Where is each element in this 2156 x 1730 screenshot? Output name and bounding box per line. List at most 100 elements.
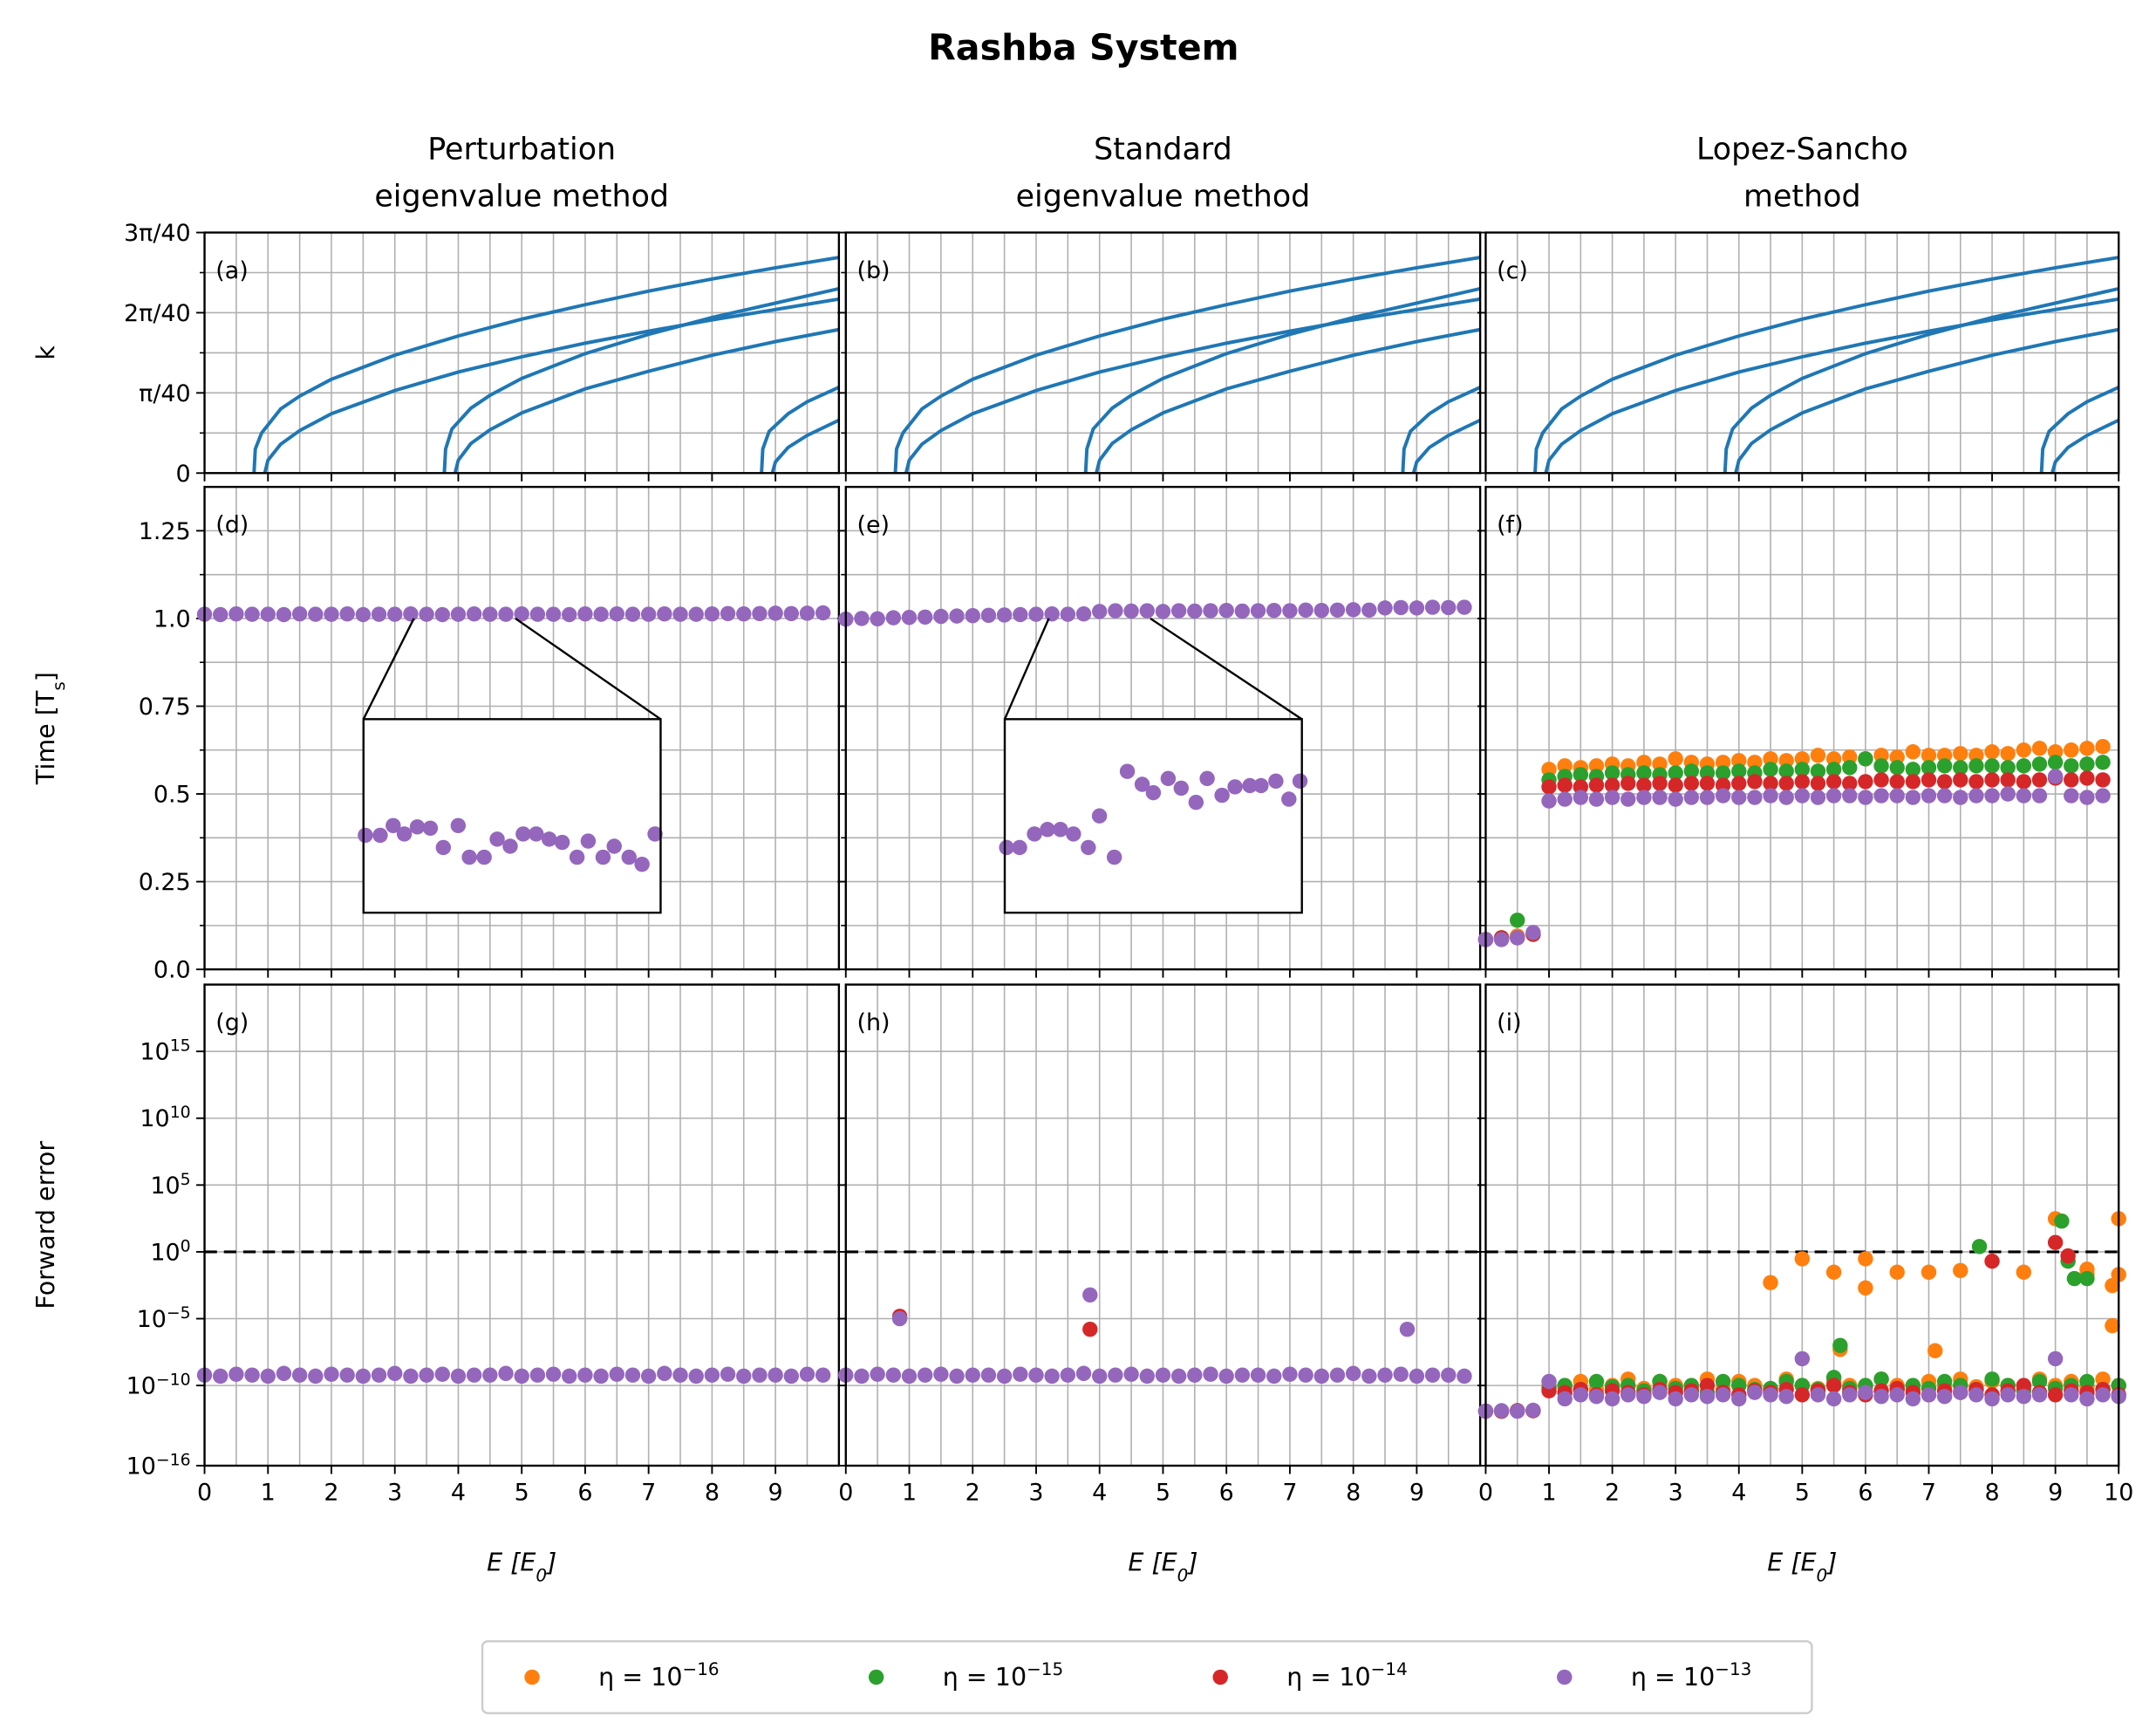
point (1731, 1391, 1747, 1407)
point (1936, 788, 1953, 803)
band-line (252, 256, 840, 474)
inset-point (647, 826, 663, 842)
point (1652, 790, 1668, 805)
point (529, 606, 546, 622)
point (1984, 772, 2000, 788)
y-tick-label: 100 (150, 1237, 190, 1267)
point (1082, 1287, 1098, 1303)
point (1636, 777, 1652, 793)
point (244, 1367, 260, 1383)
column-title: Lopez-Sancho (1696, 133, 1908, 168)
subplot: (f) (1477, 485, 2120, 978)
point (1794, 1251, 1811, 1267)
point (1825, 788, 1842, 803)
point (2079, 741, 2095, 756)
point (339, 1367, 355, 1383)
inset-point (580, 833, 597, 849)
point (799, 605, 815, 621)
point (2016, 788, 2032, 803)
point (1936, 774, 1953, 790)
point (1588, 1389, 1605, 1405)
point (1858, 1385, 1873, 1400)
inset-point (409, 819, 426, 835)
point (2054, 1213, 2070, 1229)
x-tick-label: 4 (1092, 1480, 1107, 1507)
inset-point (372, 827, 388, 844)
point (657, 1365, 672, 1381)
panel-label: (b) (856, 257, 890, 284)
point (1282, 1366, 1298, 1382)
inset-point (1253, 777, 1269, 794)
band-line (1411, 418, 1481, 474)
point (324, 1366, 339, 1382)
point (529, 1367, 546, 1383)
point (1715, 788, 1731, 803)
point (736, 1368, 752, 1385)
inset-point (422, 820, 439, 837)
point (1921, 1264, 1937, 1280)
point (1747, 774, 1763, 790)
point (1652, 1385, 1668, 1400)
point (1557, 1391, 1573, 1407)
point (609, 1366, 625, 1382)
point (1825, 751, 1842, 767)
x-tick-label: 6 (577, 1480, 592, 1507)
inset-point (1134, 776, 1150, 792)
point (901, 610, 918, 626)
point (1984, 744, 2000, 760)
legend: η = 10−16 η = 10−15 η = 10−14 η = 10−13 (481, 1640, 1813, 1714)
legend-label: η = 10−15 (943, 1658, 1064, 1692)
point (450, 606, 467, 622)
point (1636, 1389, 1652, 1405)
point (996, 607, 1013, 623)
x-tick-label: 5 (515, 1480, 529, 1507)
point (1889, 774, 1905, 790)
point (1424, 1367, 1441, 1383)
point (434, 606, 450, 623)
point (1794, 774, 1811, 790)
point (1858, 751, 1873, 767)
point (1092, 604, 1108, 619)
point (434, 1366, 450, 1382)
band-line (1544, 297, 2119, 474)
inset-point (999, 839, 1014, 856)
point (1557, 791, 1573, 807)
point (1873, 758, 1889, 774)
point (1873, 1389, 1889, 1405)
point (2000, 760, 2016, 776)
legend-label: η = 10−13 (1631, 1658, 1752, 1692)
point (1399, 1321, 1416, 1337)
point (854, 611, 870, 626)
panel-label: (g) (215, 1009, 249, 1036)
point (1889, 788, 1905, 803)
point (1921, 788, 1937, 803)
point (1936, 748, 1953, 763)
point (1905, 1391, 1921, 1407)
zoom-connector (1150, 617, 1303, 721)
point (1778, 776, 1794, 791)
legend-frame (481, 1640, 1813, 1714)
point (1889, 749, 1905, 765)
point (1060, 1367, 1076, 1383)
point (387, 606, 403, 622)
inset-point (1066, 826, 1081, 842)
inset-point (606, 838, 622, 854)
point (1203, 1366, 1218, 1382)
point (1858, 1251, 1873, 1267)
panel-label: (d) (215, 511, 249, 538)
point (1984, 1253, 2000, 1269)
point (815, 605, 831, 621)
point (1298, 1367, 1313, 1383)
y-tick-label: 1015 (140, 1036, 190, 1066)
column-title: Perturbation (427, 133, 616, 168)
point (1810, 763, 1826, 779)
point (1984, 788, 2000, 803)
point (2105, 1277, 2120, 1294)
y-tick-label: 105 (150, 1170, 190, 1200)
point (1668, 777, 1683, 793)
point (640, 1368, 657, 1385)
point (1873, 788, 1889, 803)
point (1936, 758, 1953, 774)
point (2095, 755, 2111, 770)
subplot: (b) Standard eigenvalue method (837, 133, 1482, 482)
